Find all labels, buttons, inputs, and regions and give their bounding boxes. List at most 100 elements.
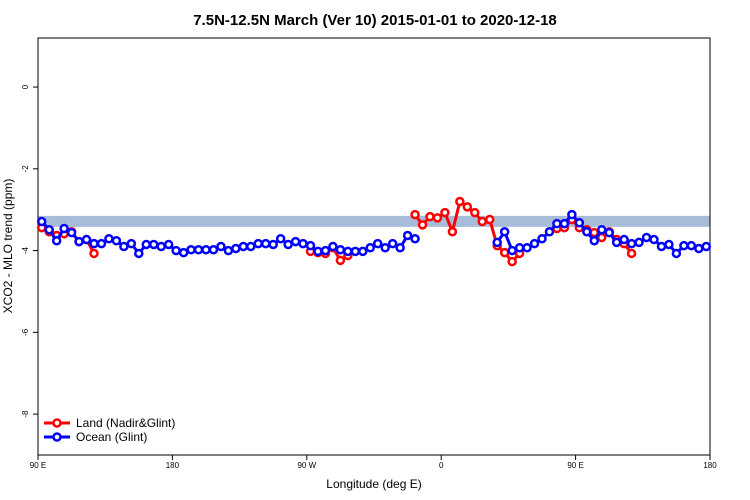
- reference-band: [38, 215, 710, 227]
- data-point: [462, 202, 473, 212]
- data-point: [656, 241, 667, 252]
- data-point: [634, 237, 644, 248]
- data-point: [126, 238, 137, 249]
- data-point: [350, 246, 361, 257]
- y-tick-label: -2: [21, 165, 30, 173]
- y-tick-label: -8: [21, 410, 30, 418]
- data-point: [358, 246, 368, 257]
- data-point: [89, 238, 99, 249]
- legend-label: Ocean (Glint): [76, 430, 147, 444]
- data-point: [365, 242, 376, 253]
- data-point: [380, 242, 390, 253]
- data-point: [544, 227, 555, 237]
- data-point: [701, 241, 712, 252]
- data-point: [507, 256, 517, 267]
- data-point: [305, 240, 316, 251]
- data-point: [410, 233, 420, 244]
- data-point: [253, 238, 264, 249]
- x-tick-label: 180: [703, 461, 717, 470]
- chart-title: 7.5N-12.5N March (Ver 10) 2015-01-01 to …: [193, 12, 557, 29]
- data-point: [507, 245, 517, 256]
- data-point: [492, 237, 502, 248]
- data-point: [574, 218, 585, 228]
- data-point: [410, 209, 420, 220]
- data-point: [81, 234, 92, 245]
- legend-label: Land (Nadir&Glint): [76, 416, 175, 430]
- y-axis-label: XCO2 - MLO trend (ppm): [1, 179, 15, 314]
- data-point: [694, 243, 704, 254]
- data-point: [477, 216, 488, 227]
- data-point: [589, 236, 600, 246]
- data-point: [611, 237, 622, 248]
- data-point: [275, 233, 286, 244]
- data-point: [335, 255, 346, 266]
- data-point: [679, 240, 689, 251]
- data-point: [619, 234, 629, 245]
- data-point: [440, 207, 450, 218]
- data-point: [395, 242, 405, 253]
- y-tick-label: -6: [21, 328, 30, 336]
- data-point: [641, 232, 652, 243]
- x-tick-label: 180: [166, 461, 180, 470]
- data-point: [499, 227, 510, 237]
- data-point: [484, 214, 495, 225]
- legend-marker: [52, 432, 62, 442]
- data-point: [171, 245, 181, 256]
- data-point: [470, 207, 480, 218]
- y-tick-label: -4: [21, 246, 30, 254]
- data-point: [51, 236, 62, 246]
- data-point: [604, 227, 614, 238]
- data-point: [499, 247, 510, 258]
- data-point: [246, 241, 256, 252]
- data-point: [626, 238, 637, 249]
- data-point: [186, 245, 196, 255]
- data-point: [163, 239, 174, 250]
- data-point: [559, 218, 570, 229]
- data-point: [402, 230, 413, 241]
- data-point: [141, 239, 152, 250]
- data-point: [119, 241, 129, 252]
- data-point: [260, 238, 271, 249]
- data-point: [44, 224, 54, 235]
- data-point: [582, 227, 592, 237]
- data-point: [74, 236, 84, 247]
- data-point: [156, 241, 166, 252]
- data-point: [671, 248, 682, 259]
- data-point: [529, 238, 540, 249]
- data-point: [432, 213, 443, 223]
- data-point: [111, 236, 122, 246]
- data-point: [320, 245, 331, 256]
- data-point: [425, 211, 435, 222]
- data-point: [664, 239, 674, 250]
- y-tick-label: 0: [21, 84, 30, 89]
- data-point: [537, 233, 547, 244]
- data-point: [335, 245, 346, 255]
- data-point: [216, 241, 226, 252]
- data-point: [447, 227, 458, 237]
- x-axis-label: Longitude (deg E): [326, 477, 421, 491]
- data-point: [596, 224, 607, 235]
- data-point: [417, 220, 428, 230]
- data-point: [238, 241, 249, 252]
- data-point: [104, 233, 114, 244]
- data-point: [313, 246, 323, 257]
- data-point: [96, 238, 107, 249]
- data-point: [283, 239, 293, 250]
- data-point: [66, 227, 77, 238]
- data-point: [626, 248, 637, 259]
- x-tick-label: 90 E: [567, 461, 583, 470]
- x-tick-label: 0: [439, 461, 444, 470]
- data-point: [208, 245, 219, 255]
- data-point: [290, 236, 301, 247]
- data-point: [89, 248, 99, 259]
- data-point: [686, 240, 697, 251]
- data-point: [223, 245, 234, 256]
- data-point: [372, 238, 383, 249]
- data-point: [649, 234, 659, 245]
- legend-marker: [52, 418, 62, 428]
- x-tick-label: 90 W: [297, 461, 316, 470]
- data-point: [201, 245, 211, 255]
- data-point: [148, 239, 159, 250]
- data-point: [134, 248, 144, 259]
- data-point: [343, 246, 353, 257]
